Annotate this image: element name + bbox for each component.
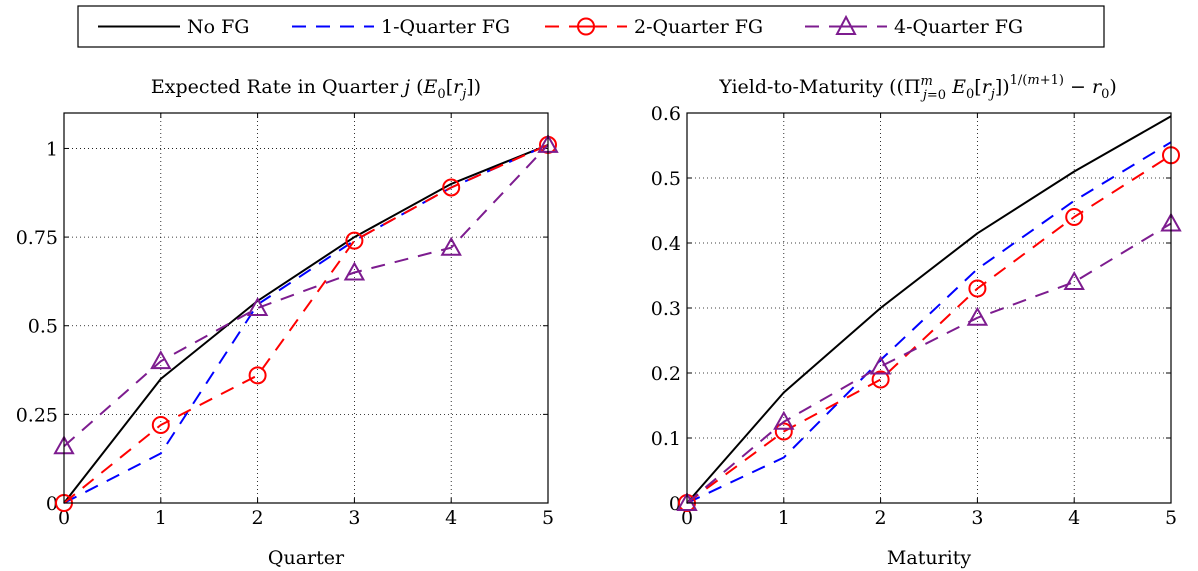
left-xtick-label: 3: [348, 507, 360, 529]
right-point-4-quarter-fg: [1063, 270, 1085, 290]
left-ytick-label: 0.5: [28, 316, 58, 338]
right-point-2-quarter-fg: [1065, 208, 1084, 226]
left-ytick-label: 0.75: [16, 227, 58, 249]
left-point-2-quarter-fg: [345, 231, 364, 250]
legend-marker-4q-fg: [835, 14, 857, 35]
right-xtick-label: 3: [971, 507, 983, 529]
right-ytick-label: 0.6: [651, 103, 681, 125]
right-xtick-label: 1: [778, 507, 790, 529]
left-xaxis-label: Quarter: [268, 547, 345, 569]
right-ytick-label: 0.2: [651, 363, 681, 385]
right-point-4-quarter-fg: [676, 491, 698, 511]
left-point-2-quarter-fg: [151, 416, 170, 434]
right-ytick-label: 0.4: [651, 233, 681, 255]
left-xtick-label: 4: [445, 507, 457, 529]
left-point-4-quarter-fg: [150, 350, 172, 370]
legend-label-4q-fg: 4-Quarter FG: [894, 16, 1023, 38]
left-xtick-label: 5: [542, 507, 554, 529]
left-series-4-quarter-fg: [63, 144, 549, 448]
right-series-no-fg: [686, 115, 1172, 504]
right-point-4-quarter-fg: [966, 306, 989, 326]
right-xtick-label: 0: [681, 507, 693, 529]
left-ytick-label: 1: [46, 138, 58, 160]
left-xtick-label: 1: [155, 507, 167, 529]
right-series-2-quarter-fg: [686, 154, 1172, 504]
left-axes-frame: [63, 112, 549, 504]
left-series-no-fg: [63, 143, 549, 504]
left-point-2-quarter-fg: [442, 178, 461, 197]
legend-label-2q-fg: 2-Quarter FG: [634, 16, 763, 38]
right-point-2-quarter-fg: [774, 422, 793, 441]
right-series-1-quarter-fg: [686, 141, 1172, 504]
left-series-1-quarter-fg: [63, 143, 549, 504]
left-ytick-label: 0: [46, 493, 58, 515]
legend: No FG 1-Quarter FG 2-Quarter FG 4-Quarte…: [77, 5, 1105, 48]
left-xtick-label: 2: [252, 507, 264, 529]
right-xtick-label: 2: [875, 507, 887, 529]
right-series-4-quarter-fg: [686, 222, 1172, 504]
left-xtick-label: 0: [58, 507, 70, 529]
right-point-4-quarter-fg: [773, 410, 795, 430]
left-chart-title: Expected Rate in Quarter j (E0[rj]): [151, 76, 481, 102]
right-axes-frame: [686, 112, 1172, 504]
left-point-4-quarter-fg: [246, 296, 269, 316]
right-xtick-label: 5: [1165, 507, 1177, 529]
right-xtick-label: 4: [1068, 507, 1080, 529]
left-series-2-quarter-fg: [63, 143, 549, 504]
left-ytick-label: 0.25: [16, 404, 58, 426]
right-chart-title: Yield-to-Maturity ((Πm j=0 E0[rj])1/(m+1)…: [718, 73, 1117, 103]
left-point-4-quarter-fg: [440, 236, 462, 256]
right-ytick-label: 0.5: [651, 168, 681, 190]
right-ytick-label: 0.1: [651, 428, 681, 450]
right-xaxis-label: Maturity: [887, 547, 971, 569]
legend-label-no-fg: No FG: [187, 16, 249, 38]
left-chart: 0 1 2 3 4 5 0 0.25 0.5 0.75 1 Quarter: [16, 112, 559, 569]
right-point-4-quarter-fg: [869, 355, 892, 375]
legend-label-1q-fg: 1-Quarter FG: [381, 16, 510, 38]
left-point-2-quarter-fg: [248, 366, 267, 385]
right-ytick-label: 0.3: [651, 298, 681, 320]
right-point-2-quarter-fg: [968, 279, 987, 298]
left-point-4-quarter-fg: [343, 261, 366, 281]
right-point-2-quarter-fg: [871, 370, 890, 389]
legend-marker-2q-fg: [577, 17, 595, 36]
